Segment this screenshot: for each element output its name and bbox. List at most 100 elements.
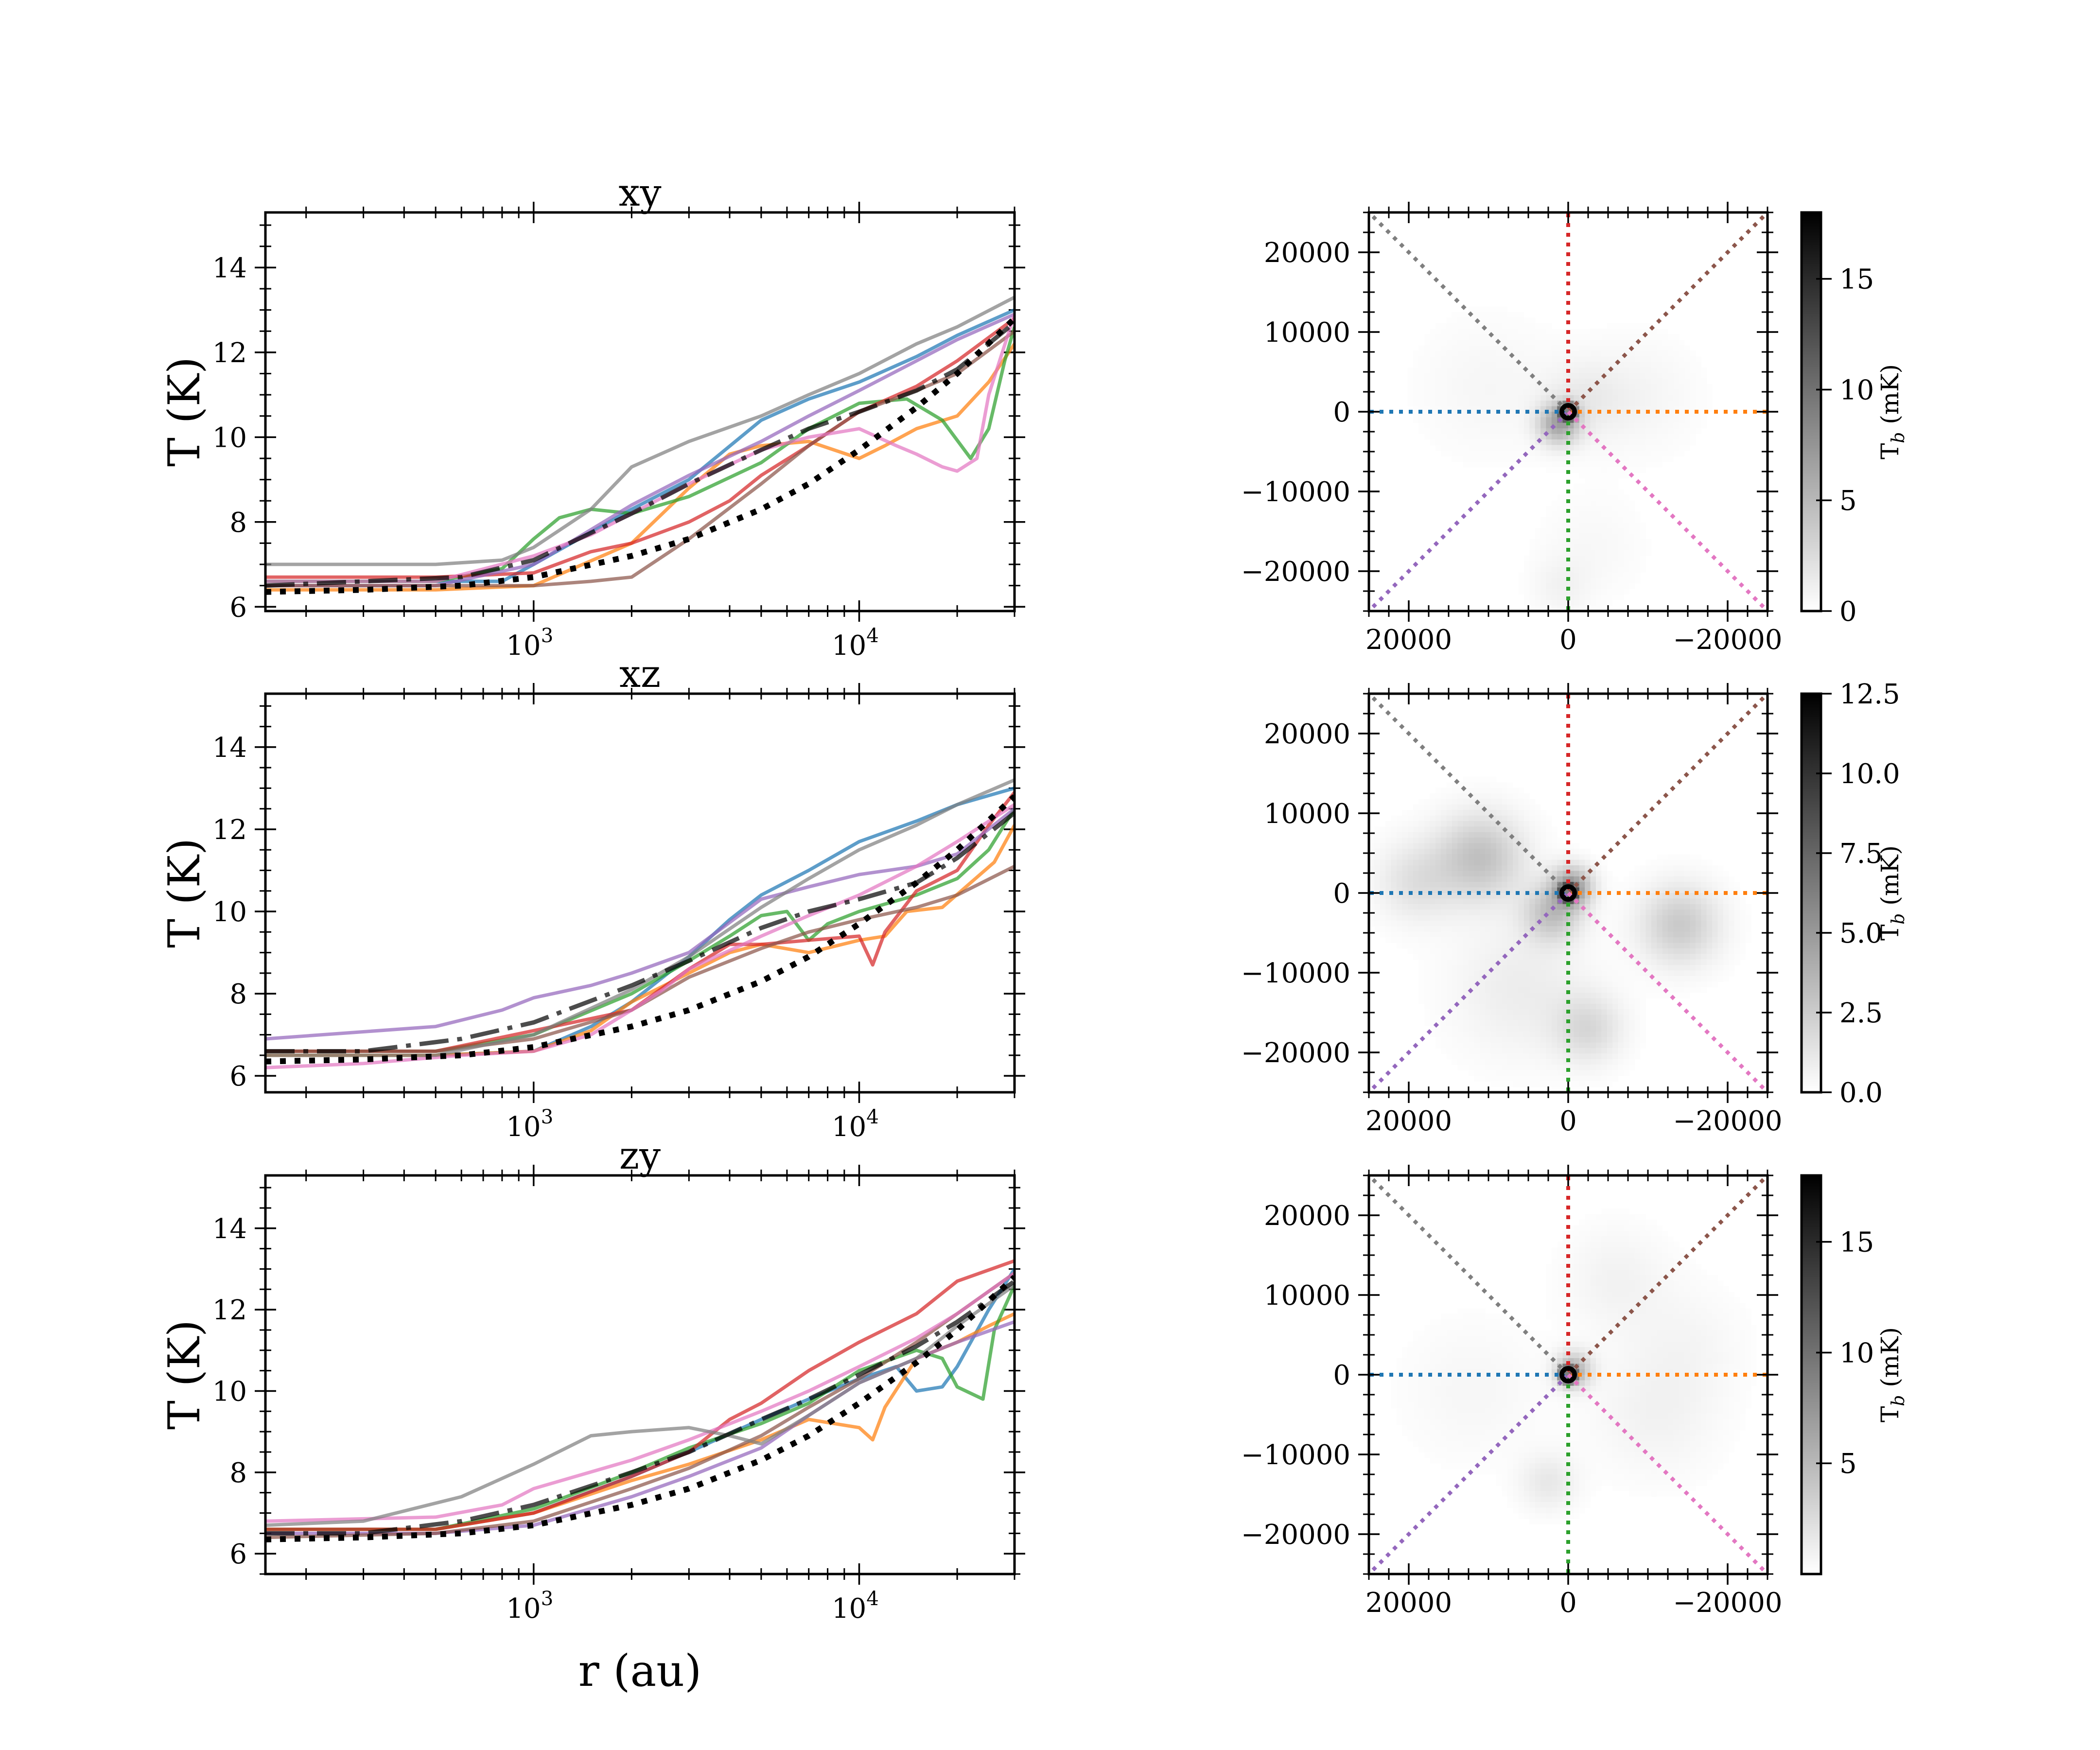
heatmap-cell	[1662, 981, 1668, 988]
heatmap-cell	[1657, 350, 1663, 357]
heatmap-cell	[1546, 987, 1552, 993]
heatmap-cell	[1540, 998, 1547, 1004]
heatmap-cell	[1490, 821, 1497, 827]
heatmap-cell	[1579, 467, 1585, 473]
heatmap-cell	[1374, 859, 1381, 866]
heatmap-cell	[1469, 848, 1474, 855]
heatmap-cell	[1590, 970, 1596, 977]
heatmap-cell	[1679, 428, 1685, 435]
heatmap-cell	[1441, 920, 1447, 927]
heatmap-cell	[1595, 389, 1602, 396]
heatmap-cell	[1612, 389, 1619, 396]
heatmap-cell	[1529, 428, 1536, 435]
heatmap-cell	[1679, 362, 1685, 368]
heatmap-cell	[1717, 959, 1724, 965]
y-tick-label: −20000	[1241, 1037, 1350, 1069]
heatmap-cell	[1474, 1053, 1480, 1060]
heatmap-cell	[1557, 517, 1563, 523]
heatmap-cell	[1684, 350, 1691, 357]
heatmap-cell	[1623, 461, 1629, 468]
heatmap-cell	[1579, 954, 1585, 960]
heatmap-cell	[1601, 943, 1608, 949]
heatmap-cell	[1418, 384, 1425, 390]
heatmap-cell	[1502, 1020, 1508, 1026]
heatmap-cell	[1518, 406, 1524, 412]
heatmap-cell	[1441, 373, 1447, 379]
heatmap-cell	[1463, 356, 1469, 363]
heatmap-cell	[1490, 859, 1497, 866]
heatmap-cell	[1557, 556, 1563, 562]
heatmap-cell	[1684, 439, 1691, 445]
heatmap-cell	[1380, 910, 1386, 916]
heatmap-cell	[1662, 434, 1668, 440]
heatmap-cell	[1485, 461, 1491, 468]
heatmap-cell	[1684, 898, 1691, 905]
heatmap-cell	[1679, 926, 1685, 932]
heatmap-cell	[1546, 422, 1552, 429]
heatmap-cell	[1485, 312, 1491, 318]
heatmap-cell	[1595, 378, 1602, 385]
heatmap-cell	[1729, 943, 1735, 949]
heatmap-cell	[1474, 389, 1480, 396]
heatmap-cell	[1601, 506, 1608, 512]
heatmap-cell	[1446, 987, 1452, 993]
heatmap-cell	[1595, 859, 1602, 866]
heatmap-cell	[1623, 1065, 1629, 1071]
heatmap-cell	[1523, 578, 1530, 584]
series-line-red	[265, 791, 1015, 1053]
heatmap-cell	[1457, 898, 1464, 905]
heatmap-cell	[1562, 367, 1569, 373]
heatmap-cell	[1662, 395, 1668, 401]
heatmap-cell	[1418, 810, 1425, 816]
heatmap-cell	[1452, 898, 1458, 905]
heatmap-cell	[1612, 517, 1619, 523]
heatmap-cell	[1574, 334, 1580, 340]
heatmap-cell	[1507, 954, 1513, 960]
heatmap-cell	[1551, 589, 1558, 595]
heatmap-cell	[1640, 412, 1646, 418]
heatmap-cell	[1734, 915, 1740, 921]
heatmap-cell	[1579, 401, 1585, 407]
heatmap-cell	[1457, 1026, 1464, 1032]
heatmap-cell	[1562, 1053, 1569, 1060]
heatmap-cell	[1585, 522, 1591, 528]
heatmap-cell	[1684, 931, 1691, 938]
heatmap-cell	[1601, 533, 1608, 540]
heatmap-cell	[1629, 959, 1635, 965]
heatmap-cell	[1540, 566, 1547, 573]
heatmap-cell	[1695, 859, 1701, 866]
heatmap-cell	[1463, 317, 1469, 324]
heatmap-cell	[1557, 362, 1563, 368]
y-tick-label: 0	[1333, 397, 1350, 428]
y-tick-label: −10000	[1241, 476, 1350, 508]
heatmap-cell	[1457, 334, 1464, 340]
heatmap-cell	[1673, 876, 1680, 882]
heatmap-cell	[1452, 1037, 1458, 1043]
heatmap-cell	[1601, 395, 1608, 401]
heatmap-cell	[1513, 904, 1519, 910]
heatmap-cell	[1607, 572, 1613, 578]
heatmap-cell	[1446, 920, 1452, 927]
heatmap-cell	[1607, 434, 1613, 440]
heatmap-cell	[1546, 910, 1552, 916]
heatmap-cell	[1546, 345, 1552, 351]
heatmap-cell	[1529, 948, 1536, 954]
heatmap-cell	[1590, 533, 1596, 540]
heatmap-cell	[1529, 1031, 1536, 1037]
heatmap-cell	[1551, 876, 1558, 882]
heatmap-cell	[1424, 970, 1430, 977]
heatmap-cell	[1574, 1031, 1580, 1037]
heatmap-cell	[1507, 832, 1513, 838]
heatmap-cell	[1551, 539, 1558, 545]
heatmap-cell	[1424, 406, 1430, 412]
heatmap-cell	[1546, 362, 1552, 368]
heatmap-cell	[1507, 1015, 1513, 1021]
heatmap-cell	[1452, 456, 1458, 462]
heatmap-cell	[1479, 848, 1486, 855]
heatmap-cell	[1507, 434, 1513, 440]
heatmap-cell	[1513, 970, 1519, 977]
heatmap-cell	[1529, 804, 1536, 810]
heatmap-cell	[1540, 422, 1547, 429]
heatmap-cell	[1513, 965, 1519, 971]
heatmap-cell	[1673, 422, 1680, 429]
